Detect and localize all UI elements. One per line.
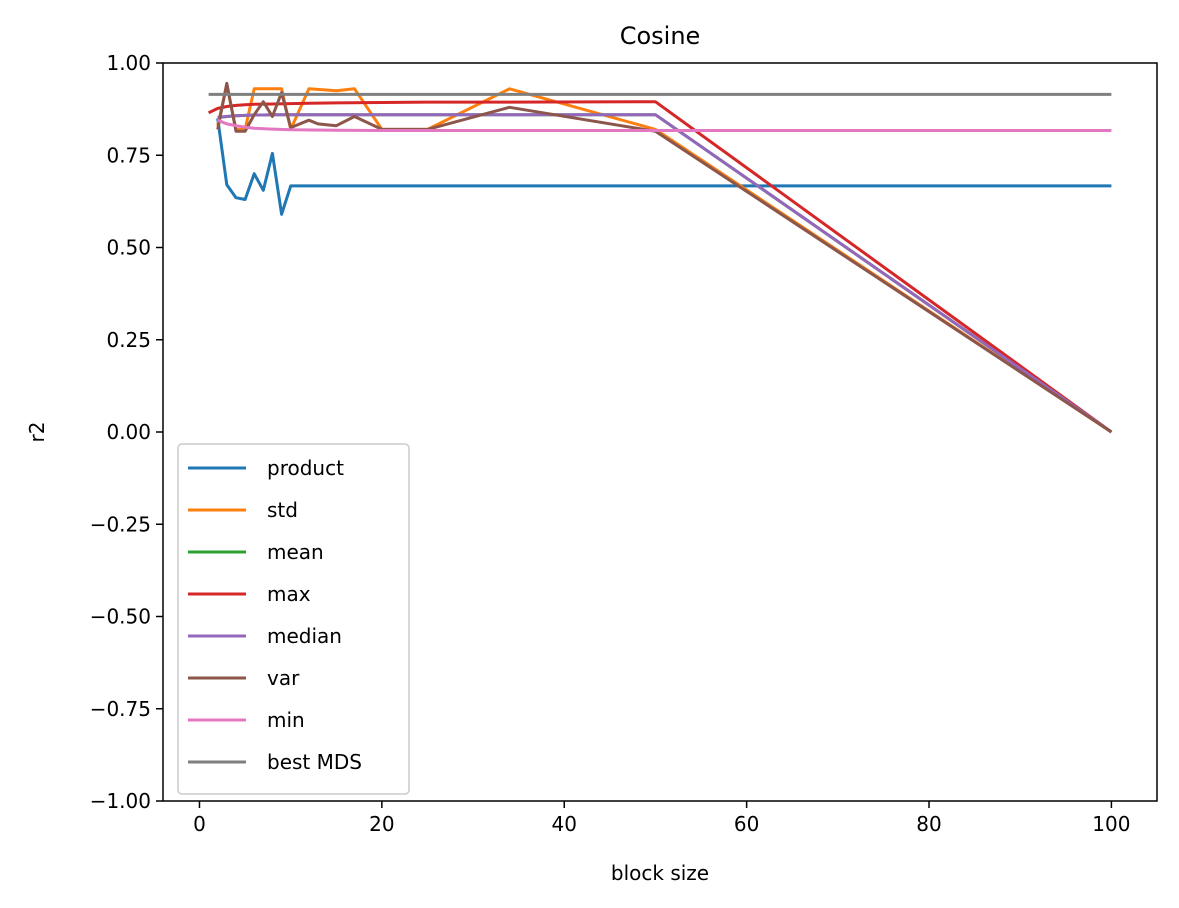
x-tick-label: 100 — [1092, 812, 1130, 836]
series-line-6 — [217, 118, 1112, 132]
y-axis-title: r2 — [25, 422, 49, 443]
y-axis: −1.00 −0.75 −0.50 −0.25 0.00 0.25 0.50 0.75 1.00 — [90, 51, 163, 813]
legend: product std mean max median var min best MDS — [177, 443, 410, 795]
series-line-0 — [216, 118, 1112, 216]
legend-label: best MDS — [267, 750, 362, 774]
x-tick-label: 80 — [916, 812, 941, 836]
legend-label: min — [267, 708, 305, 732]
x-tick-label: 60 — [734, 812, 759, 836]
y-tick-label: 0.25 — [106, 328, 151, 352]
y-tick-label: −1.00 — [90, 789, 151, 813]
chart-title: Cosine — [620, 22, 701, 50]
y-tick-label: −0.75 — [90, 697, 151, 721]
series-line-2 — [217, 113, 1113, 434]
legend-label: max — [267, 582, 311, 606]
series-line-3 — [207, 100, 1113, 434]
y-tick-label: −0.50 — [90, 605, 151, 629]
y-tick-label: 0.75 — [106, 143, 151, 167]
legend-label: mean — [267, 540, 324, 564]
legend-label: median — [267, 624, 342, 648]
legend-label: std — [267, 498, 298, 522]
plot-lines — [207, 81, 1113, 434]
y-tick-label: 0.50 — [106, 236, 151, 260]
y-tick-label: 0.00 — [106, 420, 151, 444]
x-tick-label: 40 — [552, 812, 577, 836]
series-line-4 — [217, 113, 1113, 434]
x-axis: 0 20 40 60 80 100 — [193, 801, 1130, 836]
legend-label: product — [267, 456, 344, 480]
legend-box — [177, 443, 410, 795]
x-tick-label: 0 — [193, 812, 206, 836]
legend-label: var — [267, 666, 300, 690]
series-line-5 — [216, 81, 1113, 434]
y-tick-label: 1.00 — [106, 51, 151, 75]
x-tick-label: 20 — [369, 812, 394, 836]
x-axis-title: block size — [611, 861, 709, 885]
y-tick-label: −0.25 — [90, 512, 151, 536]
